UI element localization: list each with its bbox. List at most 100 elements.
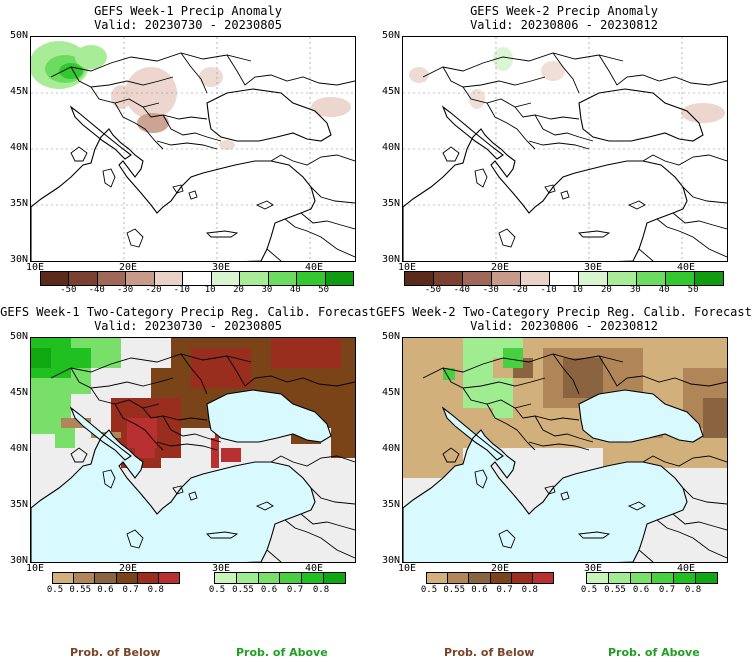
colorbar-swatch (211, 272, 241, 285)
lon-label: 20E (119, 262, 138, 273)
colorbar-swatch (674, 573, 697, 583)
anomaly-tick-label: -40 (453, 285, 470, 295)
anomaly-tick-label: 10 (204, 285, 216, 295)
colorbar-swatch (608, 272, 637, 285)
prob-tick-label: 0.5 (580, 585, 598, 595)
colorbar-swatch (666, 272, 695, 285)
lat-label: 35N (9, 499, 28, 510)
anomaly-tick-label: -20 (511, 285, 528, 295)
map-week2-probability (402, 337, 728, 563)
panel2-title: GEFS Week-2 Precip Anomaly (470, 4, 658, 18)
colorbar-swatch (183, 272, 212, 285)
prob-tick-label: 0.55 (443, 585, 466, 595)
colorbar-swatch (532, 573, 554, 583)
prob-tick-label: 0.8 (312, 585, 330, 595)
prob-below-label-left: Prob. of Below (70, 646, 161, 659)
lat-label: 30N (381, 555, 400, 566)
lat-label: 45N (381, 86, 400, 97)
anomaly-tick-label: 30 (261, 285, 273, 295)
map-week2-anomaly (402, 36, 728, 262)
lon-label: 30E (212, 262, 231, 273)
lat-label: 40N (381, 443, 400, 454)
prob-tick-label: 0.5 (208, 585, 226, 595)
lon-label: 30E (584, 262, 603, 273)
lat-label: 40N (381, 142, 400, 153)
anomaly-tick-label: 40 (289, 285, 301, 295)
colorbar-swatch (324, 573, 345, 583)
lon-label: 10E (26, 262, 45, 273)
prob-tick-label: 0.8 (684, 585, 702, 595)
colorbar-swatch (95, 573, 117, 583)
lat-label: 45N (381, 387, 400, 398)
colorbar-swatch (550, 272, 579, 285)
lat-label: 35N (9, 198, 28, 209)
lon-label: 40E (677, 563, 696, 574)
colorbar-swatch (41, 272, 70, 285)
anomaly-tick-label: -40 (88, 285, 105, 295)
anomaly-tick-label: -30 (116, 285, 134, 295)
lat-label: 35N (381, 499, 400, 510)
anomaly-tick-label: 20 (233, 285, 244, 295)
prob-tick-label: 0.6 (97, 585, 114, 595)
colorbar-swatch (405, 272, 434, 285)
prob-tick-label: 0.5 (420, 585, 438, 595)
colorbar-swatch (469, 573, 491, 583)
anomaly-tick-label: 50 (318, 285, 330, 295)
panel1-valid: Valid: 20230730 - 20230805 (94, 18, 282, 32)
colorbar-swatch (696, 573, 717, 583)
anomaly-tick-label: 50 (687, 285, 699, 295)
prob-tick-label: 0.7 (658, 585, 676, 595)
colorbar-swatch (126, 272, 155, 285)
colorbar-swatch (137, 573, 159, 583)
prob-tick-label: 0.55 (604, 585, 626, 595)
lon-label: 30E (584, 563, 603, 574)
lat-label: 30N (9, 254, 28, 265)
anomaly-tick-label: -30 (482, 285, 499, 295)
prob-tick-label: 0.8 (521, 585, 538, 595)
lat-label: 45N (9, 86, 28, 97)
colorbar-swatch (695, 272, 723, 285)
anomaly-tick-label: -10 (173, 285, 190, 295)
colorbar-swatch (236, 573, 259, 583)
colorbar-swatch (463, 272, 492, 285)
colorbar-swatch (280, 573, 303, 583)
lat-label: 35N (381, 198, 400, 209)
colorbar-swatch (116, 573, 138, 583)
prob-tick-label: 0.7 (496, 585, 513, 595)
prob-above-colorbar-week1 (214, 572, 346, 584)
prob-tick-label: 0.6 (471, 585, 488, 595)
panel2-valid: Valid: 20230806 - 20230812 (470, 18, 658, 32)
colorbar-swatch (53, 573, 75, 583)
lat-label: 40N (9, 142, 28, 153)
map-week1-anomaly (30, 36, 356, 262)
prob-tick-label: 0.7 (122, 585, 139, 595)
lat-label: 50N (381, 331, 400, 342)
lon-label: 40E (305, 262, 324, 273)
colorbar-swatch (637, 272, 666, 285)
panel4-valid: Valid: 20230806 - 20230812 (470, 319, 658, 333)
colorbar-swatch (434, 272, 463, 285)
colorbar-swatch (302, 573, 325, 583)
colorbar-swatch (154, 272, 184, 285)
colorbar-swatch (427, 573, 449, 583)
map-week1-probability (30, 337, 356, 563)
prob-tick-label: 0.55 (232, 585, 254, 595)
lon-label: 10E (398, 262, 417, 273)
anomaly-tick-label: -20 (145, 285, 162, 295)
colorbar-swatch (297, 272, 326, 285)
colorbar-swatch (492, 272, 521, 285)
lat-label: 30N (9, 555, 28, 566)
colorbar-swatch (448, 573, 470, 583)
colorbar-swatch (652, 573, 675, 583)
prob-above-colorbar-week2 (586, 572, 718, 584)
colorbar-swatch (579, 272, 608, 285)
anomaly-tick-label: 10 (572, 285, 583, 295)
anomaly-colorbar-week1 (40, 271, 354, 286)
colorbar-swatch (74, 573, 96, 583)
prob-below-colorbar-week1 (52, 572, 180, 584)
prob-tick-label: 0.6 (260, 585, 278, 595)
anomaly-colorbar-week2 (404, 271, 724, 286)
prob-tick-label: 0.55 (69, 585, 92, 595)
lat-label: 30N (381, 254, 400, 265)
colorbar-swatch (511, 573, 533, 583)
